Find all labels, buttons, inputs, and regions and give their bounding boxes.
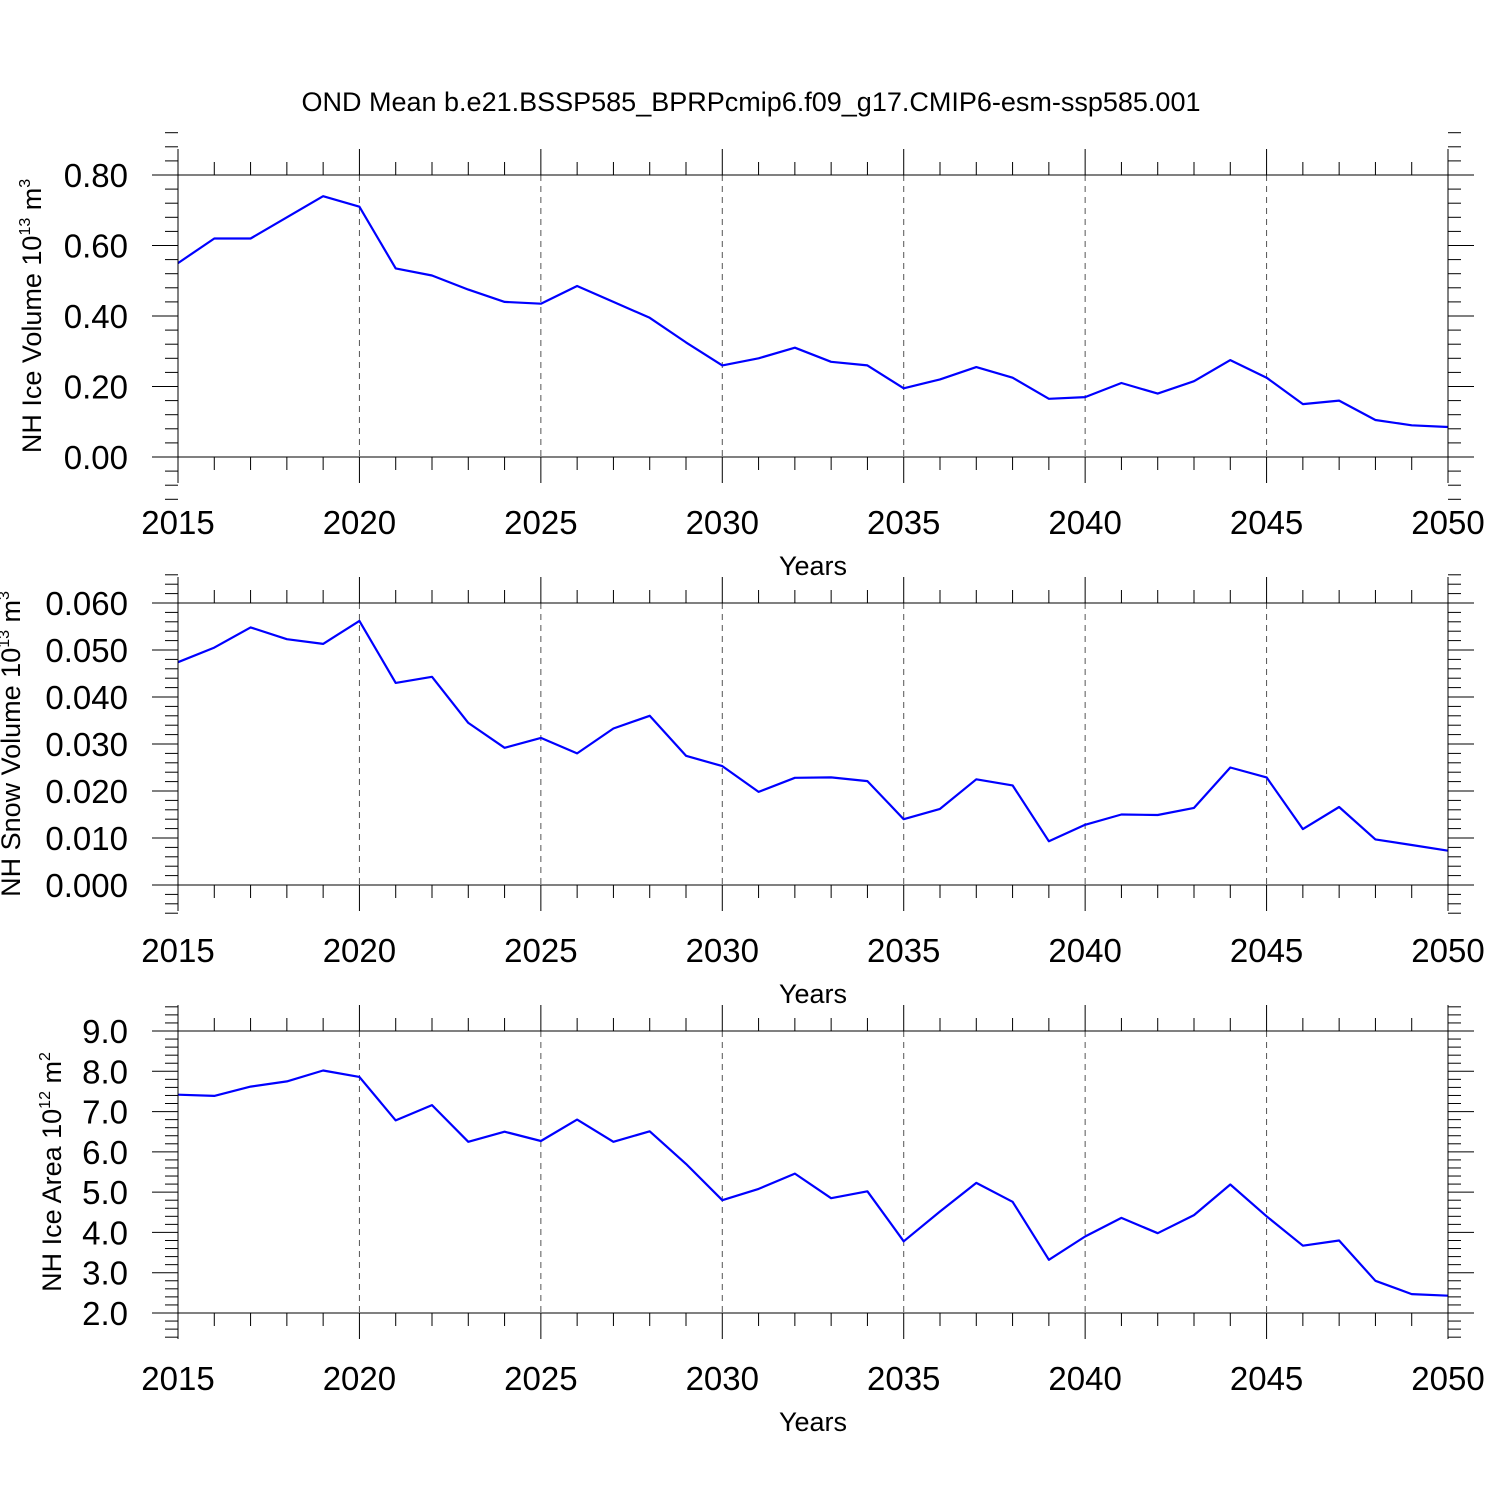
x-tick-label: 2020 bbox=[323, 1360, 396, 1397]
x-axis-label: Years bbox=[779, 1407, 847, 1437]
y-tick-label: 3.0 bbox=[82, 1255, 128, 1292]
ice-area-panel: NH Ice Area 1012 m2 Years 2015 2020 2025 20… bbox=[37, 1005, 1485, 1437]
y-axis-label: NH Snow Volume 1013 m3 bbox=[0, 591, 26, 897]
x-tick-label: 2015 bbox=[141, 932, 214, 969]
x-tick-label: 2050 bbox=[1411, 504, 1484, 541]
y-tick-label: 0.000 bbox=[45, 867, 128, 904]
y-tick-label: 0.80 bbox=[64, 157, 128, 194]
y-tick-label: 0.60 bbox=[64, 228, 128, 265]
y-tick-label: 0.020 bbox=[45, 773, 128, 810]
x-tick-label: 2050 bbox=[1411, 1360, 1484, 1397]
x-tick-label: 2020 bbox=[323, 932, 396, 969]
plot-frame bbox=[177, 174, 1449, 458]
x-tick-label: 2030 bbox=[686, 932, 759, 969]
x-tick-label: 2045 bbox=[1230, 504, 1303, 541]
y-tick-label: 4.0 bbox=[82, 1214, 128, 1251]
x-tick-label: 2045 bbox=[1230, 932, 1303, 969]
x-tick-label: 2020 bbox=[323, 504, 396, 541]
x-tick-label: 2030 bbox=[686, 504, 759, 541]
y-tick-label: 0.00 bbox=[64, 439, 128, 476]
y-tick-label: 8.0 bbox=[82, 1053, 128, 1090]
x-tick-label: 2015 bbox=[141, 1360, 214, 1397]
plot-frame bbox=[177, 1030, 1449, 1314]
y-tick-label: 7.0 bbox=[82, 1094, 128, 1131]
x-axis-label: Years bbox=[779, 551, 847, 581]
ice-volume-panel: NH Ice Volume 1013 m3 Years 2015 2020 2025… bbox=[17, 132, 1485, 581]
y-tick-label: 2.0 bbox=[82, 1295, 128, 1332]
x-tick-label: 2035 bbox=[867, 504, 940, 541]
x-tick-label: 2025 bbox=[504, 1360, 577, 1397]
y-tick-label: 0.060 bbox=[45, 585, 128, 622]
y-axis-label: NH Ice Area 1012 m2 bbox=[37, 1052, 67, 1292]
x-tick-label: 2015 bbox=[141, 504, 214, 541]
y-tick-label: 0.050 bbox=[45, 632, 128, 669]
y-tick-label: 0.40 bbox=[64, 298, 128, 335]
y-tick-label: 5.0 bbox=[82, 1174, 128, 1211]
y-tick-label: 0.030 bbox=[45, 726, 128, 763]
x-axis-label: Years bbox=[779, 979, 847, 1009]
x-tick-label: 2025 bbox=[504, 504, 577, 541]
y-tick-label: 9.0 bbox=[82, 1013, 128, 1050]
series-line bbox=[177, 195, 1449, 429]
x-tick-label: 2040 bbox=[1048, 932, 1121, 969]
x-tick-label: 2030 bbox=[686, 1360, 759, 1397]
plot-frame bbox=[177, 602, 1449, 886]
series-line bbox=[177, 1069, 1449, 1297]
x-tick-label: 2050 bbox=[1411, 932, 1484, 969]
y-tick-label: 6.0 bbox=[82, 1134, 128, 1171]
y-tick-label: 0.040 bbox=[45, 679, 128, 716]
x-tick-label: 2035 bbox=[867, 932, 940, 969]
x-tick-label: 2025 bbox=[504, 932, 577, 969]
y-axis-label: NH Ice Volume 1013 m3 bbox=[17, 179, 47, 453]
snow-volume-panel: NH Snow Volume 1013 m3 Years 2015 2020 202… bbox=[0, 574, 1485, 1009]
series-line bbox=[177, 619, 1449, 852]
y-tick-label: 0.20 bbox=[64, 369, 128, 406]
y-tick-label: 0.010 bbox=[45, 820, 128, 857]
figure-title: OND Mean b.e21.BSSP585_BPRPcmip6.f09_g17… bbox=[302, 87, 1201, 117]
x-tick-label: 2040 bbox=[1048, 504, 1121, 541]
x-tick-label: 2040 bbox=[1048, 1360, 1121, 1397]
x-tick-label: 2045 bbox=[1230, 1360, 1303, 1397]
x-tick-label: 2035 bbox=[867, 1360, 940, 1397]
